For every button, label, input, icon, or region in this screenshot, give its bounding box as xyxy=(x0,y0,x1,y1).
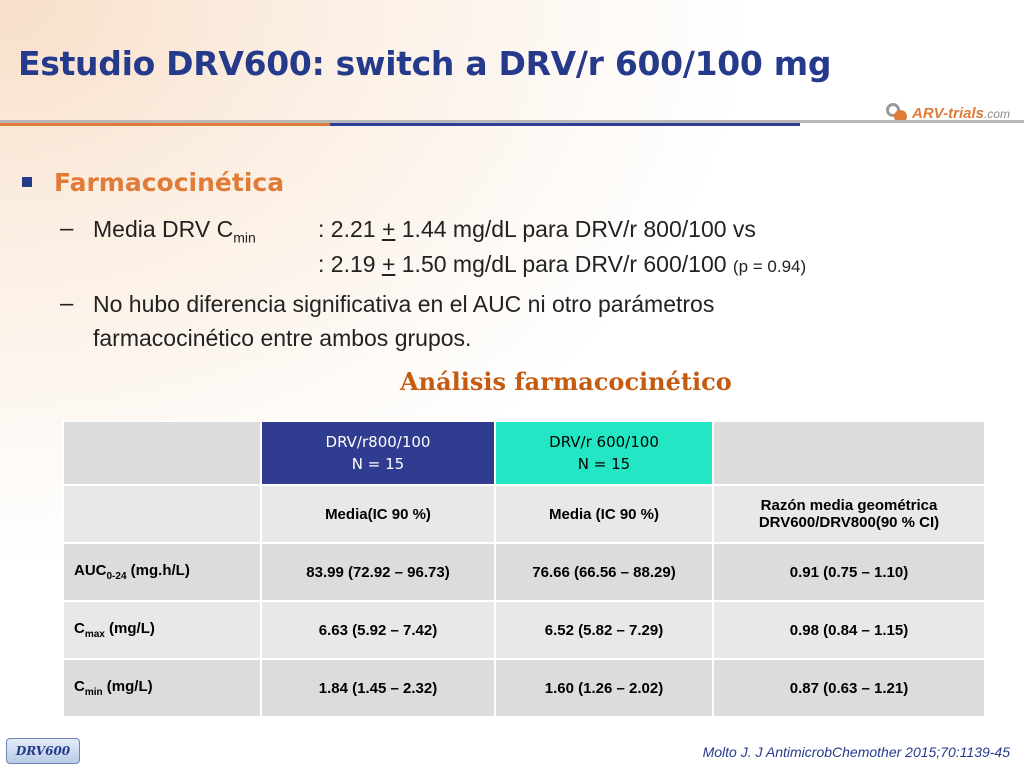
group2-header: DRV/r 600/100 N = 15 xyxy=(494,420,714,486)
logo-text: ARV-trials.com xyxy=(912,104,1010,122)
media-drv-cmin-label: Media DRV Cmin xyxy=(93,216,256,246)
slide-title: Estudio DRV600: switch a DRV/r 600/100 m… xyxy=(18,44,832,83)
square-bullet-icon xyxy=(22,177,32,187)
arv-trials-logo: ARV-trials.com xyxy=(886,98,1014,128)
citation-reference: Molto J. J AntimicrobChemother 2015;70:1… xyxy=(702,744,1010,760)
auc-note-line-2: farmacocinético entre ambos grupos. xyxy=(93,325,472,351)
table-row: Cmax (mg/L) 6.63 (5.92 – 7.42) 6.52 (5.8… xyxy=(62,600,986,660)
cell-value: 6.52 (5.82 – 7.29) xyxy=(494,600,714,660)
cmin-line-1: : 2.21 + 1.44 mg/dL para DRV/r 800/100 v… xyxy=(318,216,756,242)
cell-value: 83.99 (72.92 – 96.73) xyxy=(260,542,496,602)
group1-header: DRV/r800/100 N = 15 xyxy=(260,420,496,486)
section-bullet: Farmacocinética xyxy=(22,168,284,197)
empty-subheader-cell xyxy=(62,484,262,544)
subheader-col1: Media(IC 90 %) xyxy=(260,484,496,544)
subheader-col3: Razón media geométrica DRV600/DRV800(90 %… xyxy=(712,484,986,544)
row-label-auc: AUC0-24 (mg.h/L) xyxy=(62,542,262,602)
table-row: AUC0-24 (mg.h/L) 83.99 (72.92 – 96.73) 7… xyxy=(62,542,986,602)
auc-note-line-1: No hubo diferencia significativa en el A… xyxy=(93,291,715,317)
header-rule-gray xyxy=(0,120,1024,123)
table-title: Análisis farmacocinético xyxy=(400,367,732,396)
cell-value: 1.84 (1.45 – 2.32) xyxy=(260,658,496,718)
logo-circles-icon xyxy=(886,101,910,125)
pk-table: DRV/r800/100 N = 15 DRV/r 600/100 N = 15 M… xyxy=(62,420,986,718)
study-tag: DRV600 xyxy=(6,738,80,764)
dash-bullet-icon: – xyxy=(60,290,74,317)
subheader-col2: Media (IC 90 %) xyxy=(494,484,714,544)
cell-value: 0.91 (0.75 – 1.10) xyxy=(712,542,986,602)
row-label-cmax: Cmax (mg/L) xyxy=(62,600,262,660)
cmin-line-2: : 2.19 + 1.50 mg/dL para DRV/r 600/100 (… xyxy=(318,251,807,277)
empty-header-cell xyxy=(712,420,986,486)
cell-value: 0.98 (0.84 – 1.15) xyxy=(712,600,986,660)
header-rule-blue xyxy=(330,123,800,126)
empty-header-cell xyxy=(62,420,262,486)
table-subheader-row: Media(IC 90 %) Media (IC 90 %) Razón med… xyxy=(62,484,986,544)
row-label-cmin: Cmin (mg/L) xyxy=(62,658,262,718)
cell-value: 0.87 (0.63 – 1.21) xyxy=(712,658,986,718)
cell-value: 1.60 (1.26 – 2.02) xyxy=(494,658,714,718)
table-header-row: DRV/r800/100 N = 15 DRV/r 600/100 N = 15 xyxy=(62,420,986,486)
cell-value: 76.66 (66.56 – 88.29) xyxy=(494,542,714,602)
dash-bullet-icon: – xyxy=(60,215,74,242)
table-row: Cmin (mg/L) 1.84 (1.45 – 2.32) 1.60 (1.2… xyxy=(62,658,986,718)
header-rule-orange xyxy=(0,123,330,126)
cell-value: 6.63 (5.92 – 7.42) xyxy=(260,600,496,660)
section-heading: Farmacocinética xyxy=(54,168,285,197)
